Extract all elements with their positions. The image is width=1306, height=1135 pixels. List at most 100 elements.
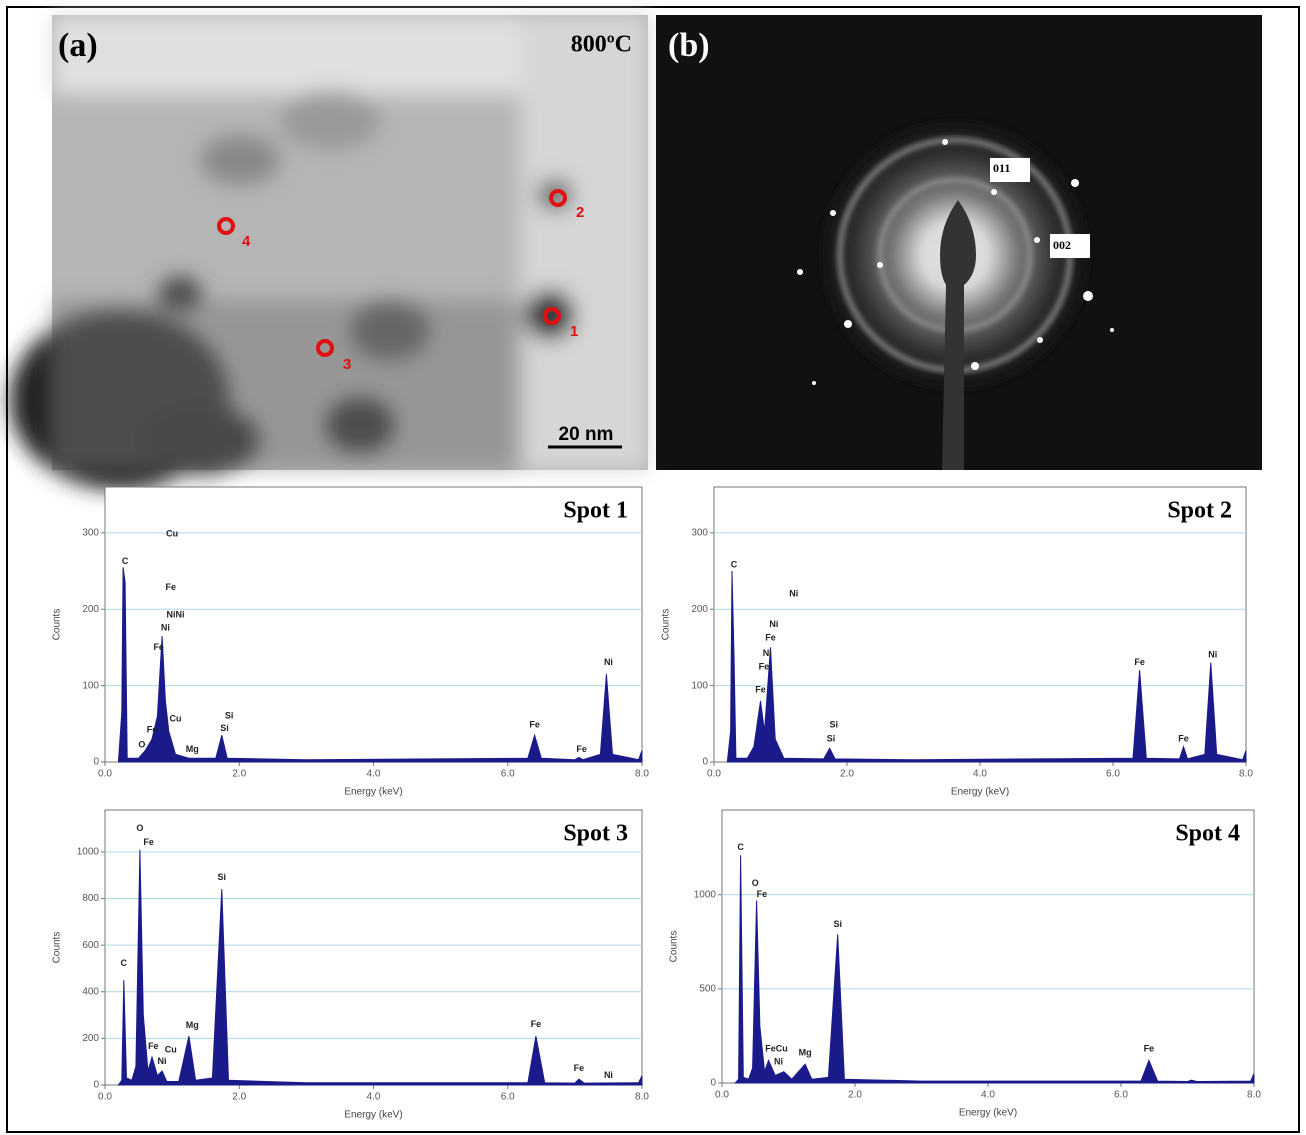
peak-label: C bbox=[121, 958, 128, 968]
peak-label: Cu bbox=[165, 1044, 177, 1054]
chart-title: Spot 3 bbox=[563, 821, 628, 847]
ring-label: 011 bbox=[993, 161, 1010, 175]
peak-label: Ni bbox=[789, 588, 798, 598]
peak-label: Cu bbox=[169, 714, 181, 724]
peak-label: C bbox=[737, 842, 744, 852]
y-tick-label: 0 bbox=[710, 1078, 716, 1089]
peak-label: Fe bbox=[757, 889, 768, 899]
peak-label: Ni bbox=[769, 619, 778, 629]
x-tick-label: 2.0 bbox=[848, 1090, 862, 1101]
peak-label: Ni bbox=[604, 657, 613, 667]
y-tick-label: 300 bbox=[691, 527, 708, 538]
x-axis-label: Energy (keV) bbox=[344, 787, 402, 798]
plot-frame bbox=[721, 809, 1255, 1084]
x-tick-label: 4.0 bbox=[973, 769, 987, 780]
x-tick-label: 4.0 bbox=[981, 1090, 995, 1101]
peak-label: Fe bbox=[166, 582, 177, 592]
peak-label: Mg bbox=[799, 1047, 812, 1057]
x-tick-label: 6.0 bbox=[501, 769, 515, 780]
y-tick-label: 1000 bbox=[77, 847, 100, 858]
spot-number: 2 bbox=[576, 204, 584, 221]
ring-label-box bbox=[1050, 234, 1090, 258]
y-tick-label: 0 bbox=[93, 757, 99, 768]
x-axis-label: Energy (keV) bbox=[344, 1110, 402, 1121]
y-tick-label: 500 bbox=[699, 984, 716, 995]
peak-label: Fe bbox=[576, 744, 587, 754]
y-tick-label: 400 bbox=[82, 986, 99, 997]
x-tick-label: 6.0 bbox=[501, 1092, 515, 1103]
peak-label: Si bbox=[829, 720, 838, 730]
peak-label: Si bbox=[220, 723, 229, 733]
y-tick-label: 800 bbox=[82, 893, 99, 904]
x-tick-label: 2.0 bbox=[232, 769, 246, 780]
scale-bar-label: 20 nm bbox=[559, 424, 614, 445]
peak-label: Fe bbox=[1134, 657, 1145, 667]
frame bbox=[6, 6, 1300, 1133]
x-tick-label: 8.0 bbox=[1247, 1090, 1261, 1101]
x-axis-label: Energy (keV) bbox=[951, 787, 1009, 798]
peak-label: Ni bbox=[161, 623, 170, 633]
y-tick-label: 100 bbox=[82, 680, 99, 691]
y-tick-label: 600 bbox=[82, 940, 99, 951]
panel-b: 011 002 (b) bbox=[656, 15, 1262, 470]
x-tick-label: 8.0 bbox=[1239, 769, 1253, 780]
y-axis-label: Counts bbox=[669, 931, 680, 963]
spectrum bbox=[734, 855, 1255, 1084]
spectrum bbox=[117, 849, 643, 1086]
chart-title: Spot 1 bbox=[563, 498, 628, 524]
peak-label: Si bbox=[218, 872, 227, 882]
y-tick-label: 200 bbox=[691, 604, 708, 615]
x-axis-label: Energy (keV) bbox=[959, 1108, 1017, 1119]
x-tick-label: 2.0 bbox=[232, 1092, 246, 1103]
peak-label: Mg bbox=[186, 744, 199, 754]
peak-label: Fe bbox=[1178, 733, 1189, 743]
peak-label: O bbox=[752, 878, 759, 888]
peak-label: Fe bbox=[143, 837, 154, 847]
spot-markers bbox=[217, 189, 567, 357]
diffraction-spots bbox=[797, 139, 1114, 385]
panel-label: (b) bbox=[668, 27, 710, 64]
plot-frame bbox=[713, 486, 1247, 763]
x-tick-label: 0.0 bbox=[715, 1090, 729, 1101]
peak-label: Fe bbox=[147, 724, 158, 734]
y-tick-label: 300 bbox=[82, 527, 99, 538]
x-tick-label: 8.0 bbox=[635, 1092, 649, 1103]
peak-label: Ni bbox=[1208, 649, 1217, 659]
spectrum bbox=[726, 570, 1247, 763]
peak-label: Ni bbox=[774, 1057, 783, 1067]
temperature: 800ºC bbox=[571, 32, 632, 58]
y-tick-label: 100 bbox=[691, 680, 708, 691]
peak-label: Fe bbox=[1144, 1043, 1155, 1053]
y-tick-label: 200 bbox=[82, 1033, 99, 1044]
x-tick-label: 6.0 bbox=[1114, 1090, 1128, 1101]
peak-label: Ni bbox=[604, 1070, 613, 1080]
spot-number: 1 bbox=[570, 323, 578, 340]
chart-title: Spot 2 bbox=[1167, 498, 1232, 524]
x-tick-label: 4.0 bbox=[367, 1092, 381, 1103]
peak-label: FeCu bbox=[765, 1043, 788, 1053]
y-tick-label: 1000 bbox=[694, 889, 717, 900]
peak-label: Cu bbox=[166, 529, 178, 539]
micrograph-features bbox=[10, 15, 648, 490]
x-tick-label: 4.0 bbox=[367, 769, 381, 780]
chart-title: Spot 4 bbox=[1175, 821, 1240, 847]
peak-label: Ni bbox=[763, 648, 772, 658]
peak-label: Si bbox=[827, 733, 836, 743]
peak-label: Fe bbox=[529, 720, 540, 730]
y-tick-label: 200 bbox=[82, 604, 99, 615]
peak-label: NiNi bbox=[166, 610, 184, 620]
peak-label: O bbox=[136, 823, 143, 833]
peak-label: Fe bbox=[759, 662, 770, 672]
peak-label: Fe bbox=[765, 633, 776, 643]
peak-label: Si bbox=[833, 919, 842, 929]
x-tick-label: 2.0 bbox=[840, 769, 854, 780]
y-tick-label: 0 bbox=[702, 757, 708, 768]
peak-label: C bbox=[122, 556, 129, 566]
peak-label: Fe bbox=[148, 1041, 159, 1051]
x-tick-label: 0.0 bbox=[98, 769, 112, 780]
panel-label: (a) bbox=[58, 27, 98, 64]
x-tick-label: 8.0 bbox=[635, 769, 649, 780]
y-axis-label: Counts bbox=[661, 609, 672, 641]
